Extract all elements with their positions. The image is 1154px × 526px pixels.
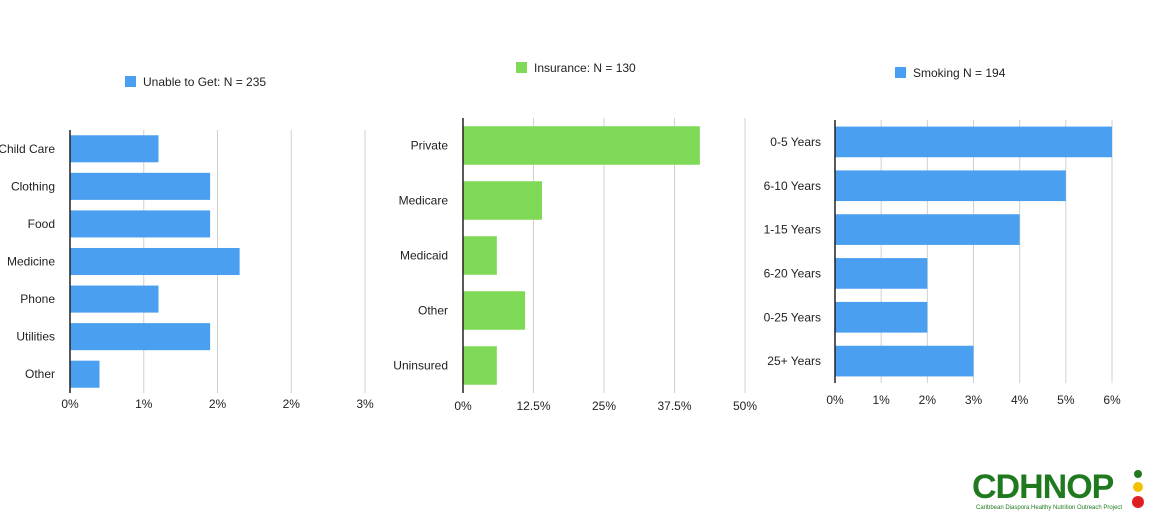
bar [463, 346, 497, 385]
category-label: Medicare [399, 194, 449, 208]
legend-label: Smoking N = 194 [913, 66, 1006, 80]
bar [70, 210, 211, 238]
bar [835, 345, 974, 377]
bar [835, 214, 1020, 245]
bar [70, 247, 240, 276]
bar [70, 172, 211, 200]
bar [70, 135, 159, 163]
x-tick-label: 2% [209, 397, 227, 411]
x-tick-label: 37.5% [657, 399, 691, 413]
x-tick-label: 0% [454, 399, 472, 413]
x-tick-label: 50% [733, 399, 757, 413]
x-tick-label: 5% [1057, 393, 1075, 407]
logo-dot-red [1132, 496, 1144, 508]
category-label: Other [25, 367, 55, 381]
category-label: 0-5 Years [770, 135, 821, 149]
bar [463, 236, 497, 275]
category-label: Medicine [7, 255, 55, 269]
category-label: Clothing [11, 179, 55, 193]
cdhnop-logo: CDHNOP Caribbean Diaspora Healthy Nutrit… [972, 468, 1148, 516]
category-label: 6-10 Years [764, 179, 821, 193]
bar [835, 170, 1066, 202]
category-label: 0-25 Years [764, 310, 821, 324]
bar [70, 360, 100, 388]
category-label: Utilities [16, 330, 55, 344]
x-tick-label: 2% [919, 393, 937, 407]
logo-tagline: Caribbean Diaspora Healthy Nutrition Out… [976, 505, 1123, 511]
legend-label: Unable to Get: N = 235 [143, 75, 266, 89]
category-label: 25+ Years [767, 354, 821, 368]
logo-dot-green [1134, 470, 1142, 478]
category-label: 6-20 Years [764, 266, 821, 280]
x-tick-label: 3% [965, 393, 983, 407]
legend-swatch [516, 62, 527, 73]
x-tick-label: 4% [1011, 393, 1029, 407]
bar [835, 301, 928, 333]
x-tick-label: 12.5% [516, 399, 550, 413]
x-tick-label: 6% [1103, 393, 1121, 407]
category-label: Uninsured [393, 359, 448, 373]
logo-dot-yellow [1133, 482, 1143, 492]
bar [70, 323, 211, 351]
logo-wordmark: CDHNOP [972, 468, 1114, 506]
category-label: Medicaid [400, 249, 448, 263]
bar [463, 291, 526, 330]
x-tick-label: 1% [872, 393, 890, 407]
legend-label: Insurance: N = 130 [534, 61, 636, 75]
bar [463, 126, 700, 165]
category-label: Phone [20, 292, 55, 306]
x-tick-label: 2% [283, 397, 301, 411]
category-label: Other [418, 304, 448, 318]
x-tick-label: 25% [592, 399, 616, 413]
bar [463, 181, 542, 220]
x-tick-label: 0% [826, 393, 844, 407]
legend-swatch [895, 67, 906, 78]
bar [835, 126, 1112, 158]
category-label: Food [28, 217, 55, 231]
x-tick-label: 0% [61, 397, 79, 411]
category-label: Private [411, 139, 449, 153]
x-tick-label: 1% [135, 397, 153, 411]
x-tick-label: 3% [356, 397, 374, 411]
legend-swatch [125, 76, 136, 87]
category-label: Child Care [0, 142, 55, 156]
bar [70, 285, 159, 313]
category-label: 1-15 Years [764, 223, 821, 237]
bar [835, 258, 928, 289]
